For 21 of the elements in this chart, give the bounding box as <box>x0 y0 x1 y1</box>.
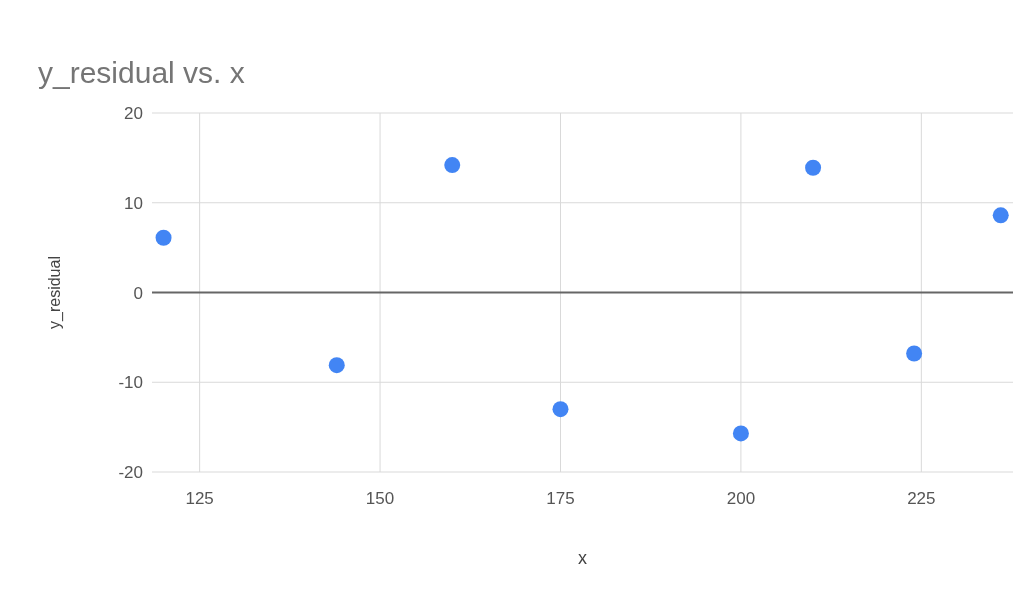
chart-title: y_residual vs. x <box>38 56 245 89</box>
point <box>732 425 749 442</box>
point <box>155 229 172 246</box>
point <box>328 357 345 374</box>
y-tick-label: -10 <box>118 373 143 393</box>
x-tick-label: 175 <box>546 489 575 508</box>
y-tick-label: 10 <box>124 193 143 213</box>
y-tick-label: -20 <box>118 463 143 482</box>
y-axis-title: y_residual <box>46 256 64 329</box>
point <box>444 157 461 174</box>
x-tick-label: 125 <box>185 489 214 508</box>
point <box>805 159 822 176</box>
point <box>906 345 923 362</box>
x-axis-title: x <box>578 548 587 568</box>
x-tick-label: 225 <box>907 489 936 508</box>
point <box>992 207 1009 224</box>
x-tick-label: 150 <box>365 489 395 508</box>
x-tick-label: 200 <box>726 489 756 508</box>
y-tick-label: 0 <box>133 283 143 303</box>
y-tick-label: 20 <box>124 104 143 123</box>
point <box>552 401 569 418</box>
